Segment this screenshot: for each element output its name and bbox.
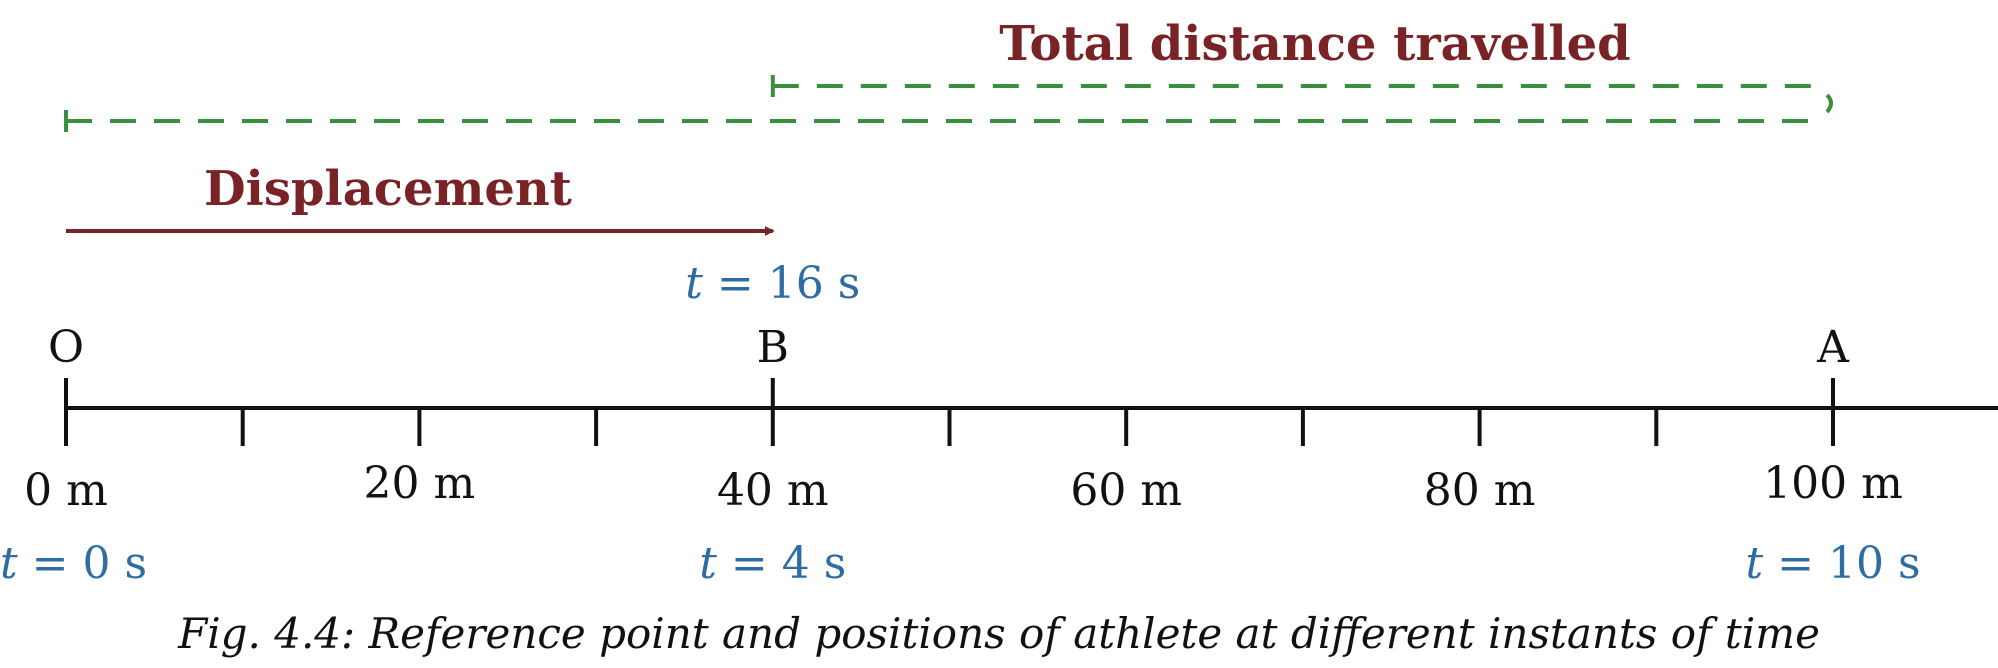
point-label-o: O: [48, 322, 84, 373]
point-label-a: A: [1816, 322, 1850, 373]
displacement-label: Displacement: [204, 161, 572, 217]
tick-label: 100 m: [1763, 458, 1903, 509]
tick-label: 80 m: [1424, 465, 1536, 516]
time-label: t = 4 s: [699, 538, 846, 589]
time-label: t = 10 s: [1745, 538, 1920, 589]
time-label: t = 0 s: [0, 538, 147, 589]
tick-label: 20 m: [364, 458, 476, 509]
time-labels: t = 0 s t = 4 s t = 10 s t = 16 s: [0, 258, 1921, 589]
axis-tick-labels: 0 m 20 m 40 m 60 m 80 m 100 m: [24, 458, 1903, 516]
axis-ticks: [64, 378, 1835, 446]
tick-label: 40 m: [717, 465, 829, 516]
distance-path: [64, 75, 1833, 132]
figure-caption: Fig. 4.4: Reference point and positions …: [177, 609, 1820, 658]
time-label: t = 16 s: [685, 258, 860, 309]
total-distance-label: Total distance travelled: [999, 16, 1630, 72]
distance-turnaround: [1825, 93, 1833, 114]
tick-label: 0 m: [24, 465, 108, 516]
point-label-b: B: [757, 322, 789, 373]
tick-label: 60 m: [1070, 465, 1182, 516]
